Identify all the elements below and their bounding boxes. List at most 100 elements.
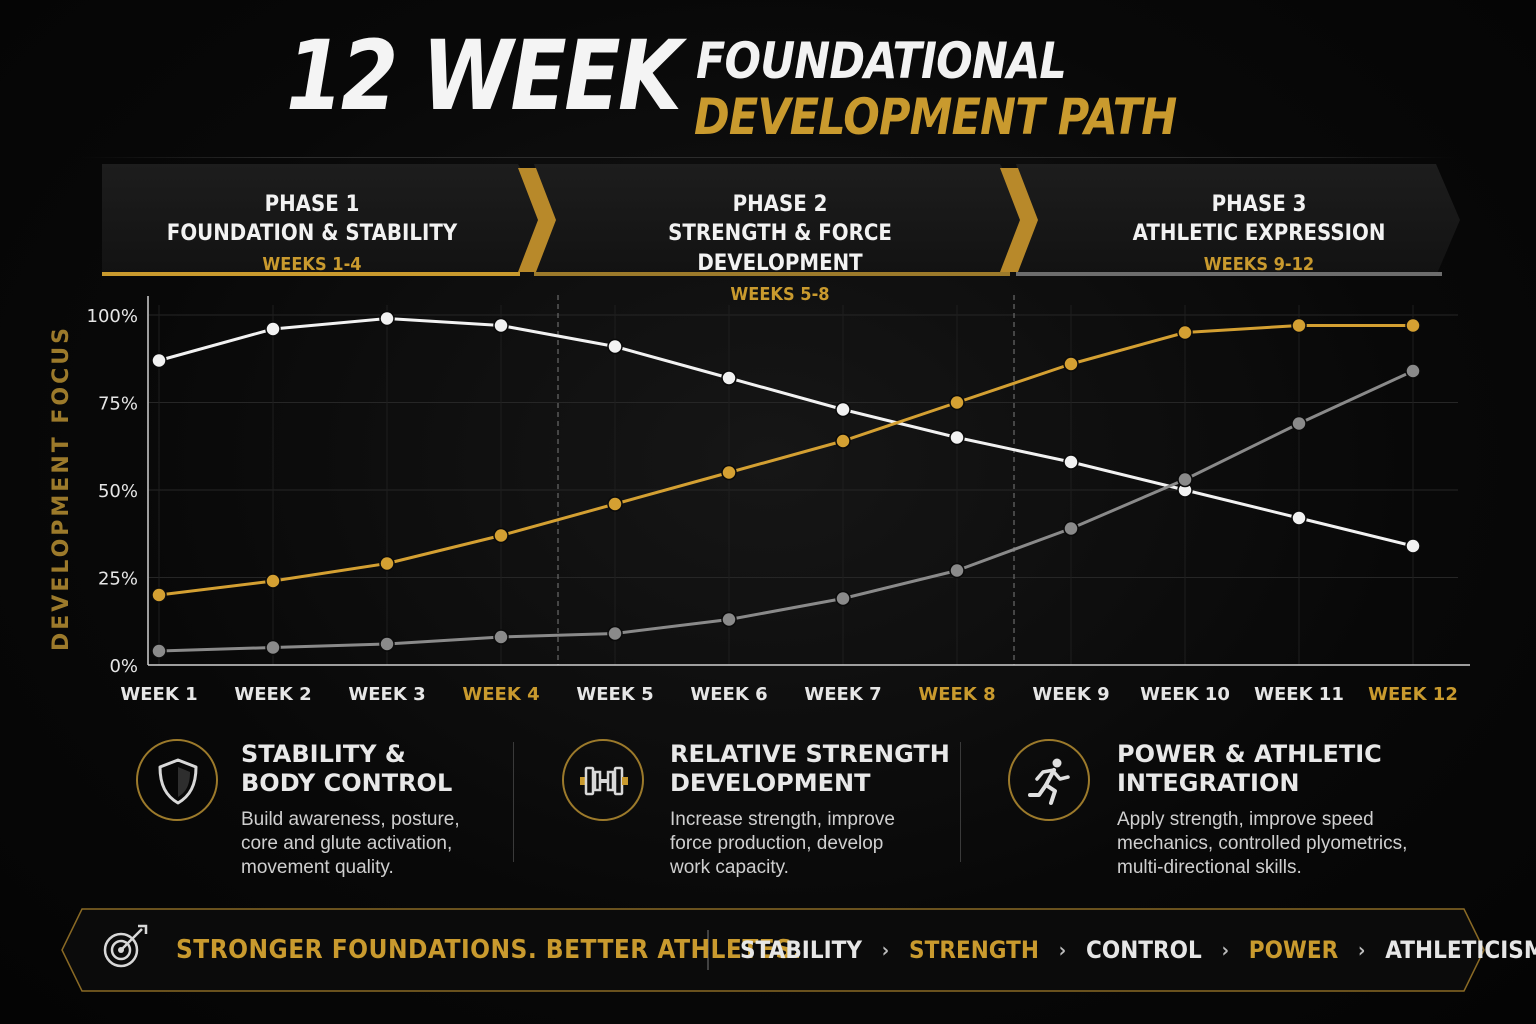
chart-grid bbox=[149, 295, 1458, 665]
y-tick-label: 50% bbox=[98, 481, 138, 502]
phase-2-chevron bbox=[1000, 168, 1038, 272]
title-divider bbox=[80, 157, 1456, 158]
pillar-power: POWER bbox=[1248, 936, 1339, 964]
phase-1-label: PHASE 1 bbox=[264, 192, 360, 217]
y-ticks: 0% 25% 50% 75% 100% bbox=[87, 306, 138, 677]
data-point bbox=[1177, 471, 1193, 488]
phase-1-name: FOUNDATION & STABILITY bbox=[166, 221, 458, 246]
phase-1-underline bbox=[102, 272, 520, 276]
x-tick-label: WEEK 4 bbox=[462, 684, 539, 705]
phase-3-label: PHASE 3 bbox=[1211, 192, 1307, 217]
info-1-title-line1: STABILITY & bbox=[241, 740, 406, 768]
data-point bbox=[151, 587, 167, 603]
data-point bbox=[265, 639, 281, 656]
phase-2-banner bbox=[534, 164, 1034, 276]
series-line-2 bbox=[158, 324, 1413, 597]
data-point bbox=[1063, 454, 1079, 470]
shield-icon bbox=[158, 758, 198, 805]
dumbbell-icon bbox=[580, 766, 628, 796]
info-2-text-line2: force production, develop bbox=[670, 833, 884, 854]
data-point bbox=[1291, 317, 1307, 334]
development-chart: DEVELOPMENT FOCUS 0% 25% 50% 75% 100% WEEK 1… bbox=[49, 295, 1470, 705]
x-tick-label: WEEK 9 bbox=[1032, 684, 1109, 705]
dumbbell-icon-circle bbox=[562, 739, 644, 821]
runner-icon bbox=[1028, 758, 1070, 805]
data-point bbox=[1405, 363, 1421, 379]
pillar-separator: › bbox=[1221, 938, 1229, 962]
info-1-title: STABILITY & BODY CONTROL bbox=[241, 740, 601, 798]
data-point bbox=[1405, 317, 1421, 334]
x-tick-label: WEEK 10 bbox=[1140, 684, 1230, 705]
data-point bbox=[1177, 324, 1193, 341]
x-tick-label: WEEK 6 bbox=[690, 684, 767, 705]
series-line-1 bbox=[158, 317, 1414, 548]
phase-1-chevron bbox=[518, 168, 556, 272]
phase-2-label: PHASE 2 bbox=[732, 192, 828, 217]
data-point bbox=[1291, 415, 1307, 432]
info-2-title-line1: RELATIVE STRENGTH bbox=[670, 740, 950, 768]
data-point bbox=[1291, 510, 1307, 526]
data-point bbox=[949, 429, 965, 446]
pillar-stability: STABILITY bbox=[740, 936, 863, 964]
info-2-text: Increase strength, improve force product… bbox=[670, 808, 970, 880]
data-point bbox=[379, 555, 395, 572]
title-line2: DEVELOPMENT PATH bbox=[694, 88, 1177, 146]
data-point bbox=[379, 310, 395, 327]
y-tick-label: 100% bbox=[87, 306, 138, 327]
pillar-athleticism: ATHLETICISM bbox=[1385, 936, 1536, 964]
data-point bbox=[721, 464, 737, 481]
info-3-title-line1: POWER & ATHLETIC bbox=[1117, 740, 1382, 768]
x-tick-label: WEEK 12 bbox=[1368, 684, 1458, 705]
data-point bbox=[607, 338, 623, 355]
info-divider-1 bbox=[513, 742, 514, 862]
x-tick-label: WEEK 5 bbox=[576, 684, 653, 705]
y-tick-label: 0% bbox=[109, 656, 138, 677]
x-tick-label: WEEK 8 bbox=[918, 684, 995, 705]
info-2-text-line1: Increase strength, improve bbox=[670, 809, 895, 830]
phase-2-underline bbox=[534, 272, 1010, 276]
data-point bbox=[265, 573, 281, 589]
data-point bbox=[949, 562, 965, 579]
phase-3-name: ATHLETIC EXPRESSION bbox=[1132, 221, 1386, 246]
phase-3-weeks: WEEKS 9-12 bbox=[1203, 254, 1315, 275]
shield-icon-circle bbox=[136, 739, 218, 821]
data-point bbox=[493, 629, 509, 645]
data-point bbox=[493, 317, 509, 334]
tagline: STRONGER FOUNDATIONS. BETTER ATHLETES. bbox=[176, 935, 802, 965]
data-point bbox=[835, 401, 851, 418]
info-3-text-line2: mechanics, controlled plyometrics, bbox=[1117, 833, 1408, 854]
y-axis-label: DEVELOPMENT FOCUS bbox=[49, 325, 74, 651]
series-line-3 bbox=[158, 369, 1414, 653]
info-3-text-line3: multi-directional skills. bbox=[1117, 857, 1302, 878]
info-3-text-line1: Apply strength, improve speed bbox=[1117, 809, 1374, 830]
info-1-text: Build awareness, posture, core and glute… bbox=[241, 808, 541, 880]
phase-3-banner bbox=[1016, 164, 1460, 276]
data-point bbox=[1063, 356, 1079, 372]
data-point bbox=[607, 496, 623, 512]
pillars: STABILITY › STRENGTH › CONTROL › POWER ›… bbox=[740, 933, 1536, 967]
phase-2: PHASE 2 STRENGTH & FORCE DEVELOPMENT WEE… bbox=[591, 191, 969, 311]
chart-series bbox=[151, 310, 1421, 659]
info-1-text-line3: movement quality. bbox=[241, 857, 394, 878]
x-ticks: WEEK 1 WEEK 2 WEEK 3 WEEK 4 WEEK 5 WEEK 6 WEEK… bbox=[120, 684, 1457, 705]
x-tick-label: WEEK 3 bbox=[348, 684, 425, 705]
chart-axes bbox=[147, 296, 1470, 666]
info-2-text-line3: work capacity. bbox=[670, 857, 789, 878]
pillar-separator: › bbox=[881, 938, 890, 962]
y-tick-label: 75% bbox=[98, 394, 138, 415]
info-divider-2 bbox=[960, 742, 961, 862]
pillar-separator: › bbox=[1058, 938, 1067, 962]
title-big: 12 WEEK bbox=[286, 20, 682, 132]
info-2-title: RELATIVE STRENGTH DEVELOPMENT bbox=[670, 740, 1030, 798]
phase-3-underline bbox=[1016, 272, 1442, 276]
info-3-title: POWER & ATHLETIC INTEGRATION bbox=[1117, 740, 1477, 798]
data-point bbox=[151, 643, 167, 659]
phase-2-weeks: WEEKS 5-8 bbox=[730, 284, 830, 305]
data-point bbox=[1063, 520, 1079, 537]
info-1-text-line2: core and glute activation, bbox=[241, 833, 453, 854]
phase-1-banner bbox=[102, 164, 552, 276]
pillar-strength: STRENGTH bbox=[909, 936, 1039, 964]
data-point bbox=[265, 321, 281, 337]
data-point bbox=[607, 625, 623, 642]
phase-1: PHASE 1 FOUNDATION & STABILITY WEEKS 1-4 bbox=[123, 191, 501, 281]
